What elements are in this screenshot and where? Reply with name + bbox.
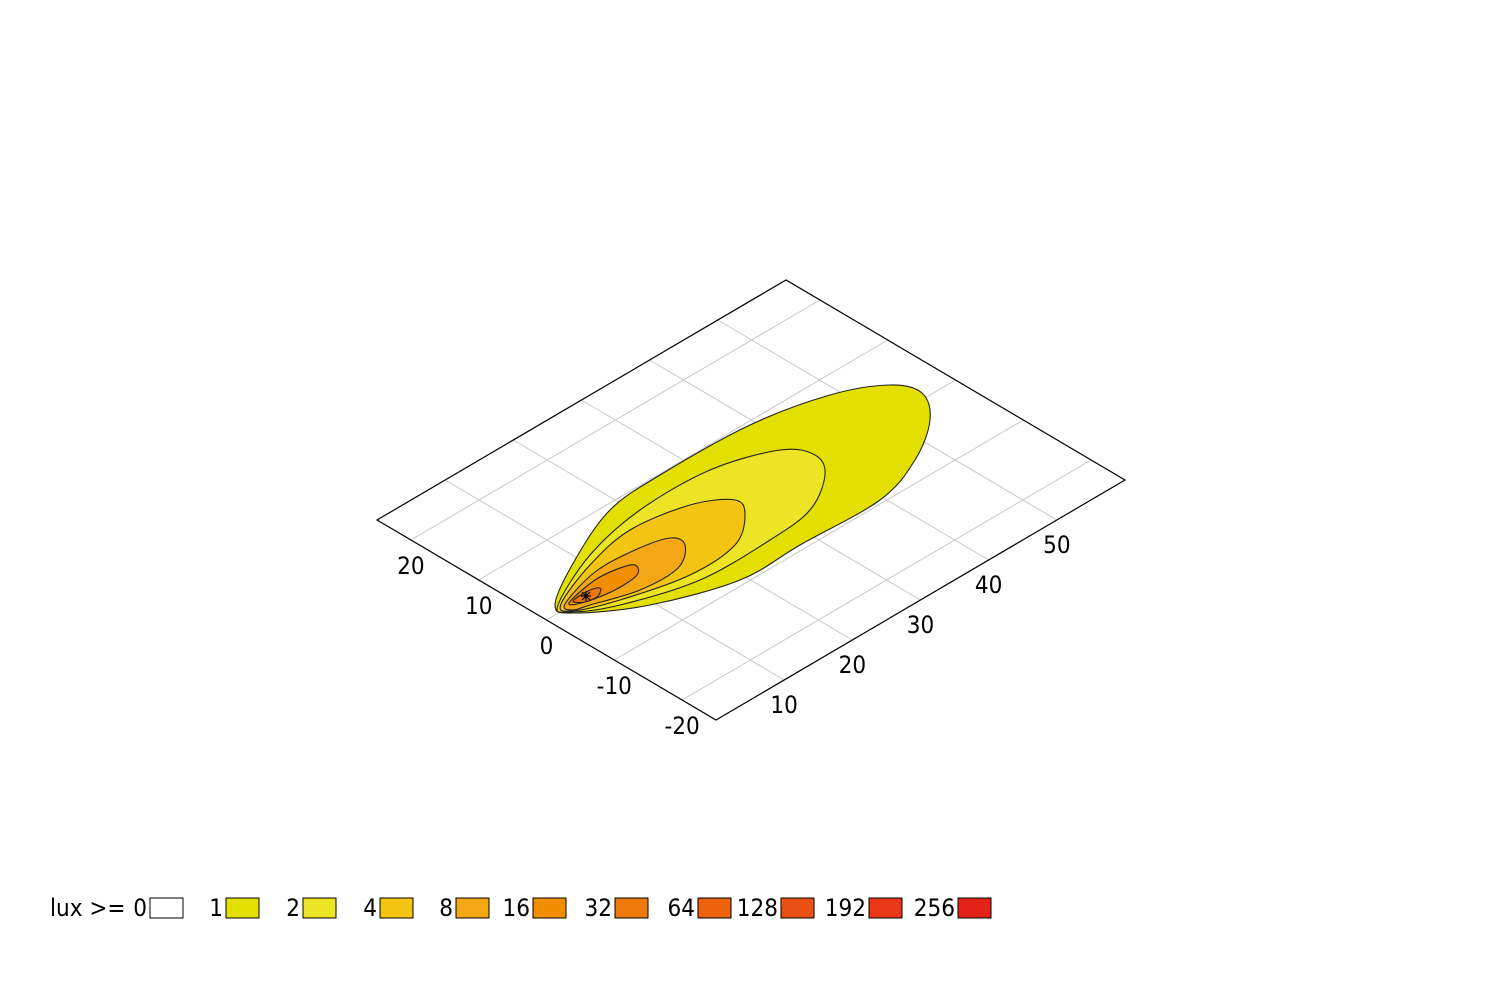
legend-swatch (379, 897, 414, 919)
legend-level: 64 (668, 894, 695, 922)
luminaire-marker (581, 591, 591, 601)
y-tick-label: 0 (540, 632, 554, 660)
legend-level: 16 (503, 894, 530, 922)
legend-swatch (225, 897, 260, 919)
y-tick-label: 20 (397, 552, 424, 580)
x-tick-label: 50 (1043, 531, 1070, 559)
legend-swatch (697, 897, 732, 919)
grid-line (410, 299, 821, 541)
legend-swatch (302, 897, 337, 919)
legend-swatch (868, 897, 903, 919)
x-tick-label: 10 (770, 691, 797, 719)
legend-level: 2 (286, 894, 300, 922)
legend-level: 8 (439, 894, 453, 922)
legend-swatch (149, 897, 184, 919)
x-tick-label: 40 (975, 571, 1002, 599)
legend-swatch (957, 897, 992, 919)
legend-swatch (532, 897, 567, 919)
legend-swatch (780, 897, 815, 919)
grid-line (478, 339, 888, 581)
legend-swatch (614, 897, 649, 919)
x-tick-label: 20 (839, 651, 866, 679)
legend-level: 1 (209, 894, 223, 922)
plot-border (375, 279, 1127, 721)
legend-level: 0 (133, 894, 147, 922)
legend-level: 192 (825, 894, 866, 922)
plot-area: 10 20 30 40 50 -20 -10 0 10 20 (375, 279, 1127, 740)
legend-swatch (455, 897, 490, 919)
y-tick-label: 10 (465, 592, 492, 620)
y-tick-label: -20 (664, 712, 699, 740)
grid-line (614, 419, 1024, 661)
legend-level: 4 (363, 894, 377, 922)
y-tick-label: -10 (597, 672, 632, 700)
legend-level: 128 (737, 894, 778, 922)
legend-level: 32 (585, 894, 612, 922)
grid-line (681, 459, 1092, 701)
legend-title: lux >= (50, 894, 126, 922)
legend-level: 256 (914, 894, 955, 922)
legend: lux >= 0 1 2 4 8 16 32 64 128 192 256 (50, 894, 992, 922)
x-tick-label: 30 (907, 611, 934, 639)
